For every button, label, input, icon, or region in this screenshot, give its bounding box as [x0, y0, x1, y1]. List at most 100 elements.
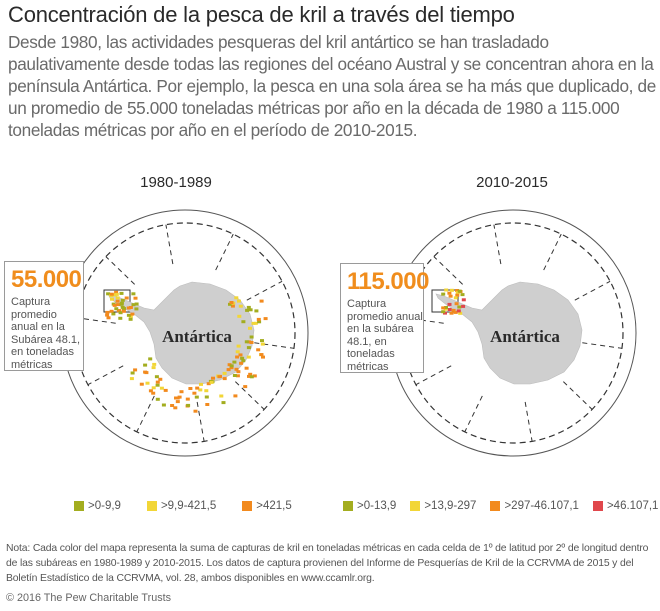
subarea-boundary-line: [136, 395, 155, 433]
catch-cell: [155, 383, 160, 387]
catch-cell: [129, 377, 134, 381]
catch-cell: [251, 321, 256, 325]
catch-cell: [248, 326, 252, 330]
catch-cell: [158, 377, 163, 381]
catch-cell: [131, 303, 136, 307]
catch-cell: [259, 353, 264, 357]
catch-cell: [248, 372, 253, 376]
catch-cell: [256, 348, 261, 352]
catch-cell: [257, 320, 262, 324]
catch-cell: [139, 382, 144, 386]
catch-cell: [161, 403, 166, 407]
catch-cell: [244, 340, 249, 344]
catch-cell: [114, 292, 119, 296]
catch-cell: [449, 311, 454, 315]
subarea-boundary-line: [254, 342, 294, 349]
legend-swatch: [490, 501, 501, 511]
catch-cell: [126, 313, 131, 317]
catch-cell: [455, 289, 460, 292]
catch-cell: [119, 301, 124, 305]
catch-cell: [447, 291, 452, 295]
subarea-boundary-line: [493, 224, 502, 265]
catch-cell: [233, 394, 238, 398]
catch-cell: [119, 291, 124, 295]
catch-cell: [110, 297, 114, 301]
subarea-boundary-line: [524, 401, 533, 442]
callout-2010: 115.000 Captura promedio anual en la sub…: [340, 263, 429, 373]
catch-cell: [260, 342, 265, 346]
catch-cell: [254, 309, 259, 313]
catch-cell: [249, 341, 254, 344]
catch-cell: [192, 391, 197, 395]
antarctica-continent: [435, 281, 583, 385]
catch-cell: [199, 382, 203, 386]
catch-cell: [126, 306, 131, 310]
catch-cell: [155, 380, 160, 384]
catch-cell: [163, 388, 168, 392]
catch-cell: [239, 361, 244, 365]
antarctica-continent: [107, 281, 255, 385]
catch-cell: [444, 288, 449, 292]
catch-cell: [120, 298, 125, 302]
catch-cell: [259, 299, 264, 303]
callout-value: 115.000: [347, 268, 429, 295]
catch-cell: [234, 367, 239, 371]
catch-cell: [447, 308, 452, 311]
catch-cell: [118, 316, 123, 320]
catch-cell: [134, 307, 139, 311]
catch-cell: [217, 375, 222, 379]
catch-cell: [232, 360, 237, 364]
legend-swatch: [343, 501, 353, 511]
catch-cell: [246, 340, 251, 344]
catch-cells: [105, 290, 268, 413]
catch-cell: [461, 304, 466, 308]
catch-cell: [116, 303, 121, 307]
catch-cell: [260, 339, 264, 343]
subarea-boundary-line: [563, 381, 593, 410]
catch-cell: [159, 386, 164, 390]
catch-cell: [194, 395, 199, 399]
catch-cell: [198, 388, 203, 392]
catch-cell: [453, 310, 458, 314]
catch-cell: [249, 335, 254, 339]
callout-description: Captura promedio anual en la Subárea 48.…: [11, 296, 81, 371]
legend-1980: >0-9,9 >9,9-421,5 >421,5: [74, 500, 318, 512]
catch-cell: [109, 309, 114, 313]
antarctica-map-2010: Antártica: [389, 209, 637, 457]
catch-cell: [193, 409, 198, 413]
catch-cell: [228, 302, 232, 306]
subarea-boundary-line: [215, 233, 234, 271]
catch-cell: [232, 374, 237, 377]
legend-2010: >0-13,9 >13,9-297 >297-46.107,1 >46.107,…: [343, 500, 660, 512]
catch-cell: [154, 375, 159, 379]
catch-cell: [115, 299, 120, 303]
catch-cell: [235, 350, 240, 354]
catch-cell: [219, 394, 224, 398]
catch-cell: [185, 397, 190, 401]
subarea-boundary-line: [235, 381, 265, 410]
antarctica-map-1980: Antártica: [61, 209, 309, 457]
legend-item: >9,9-421,5: [146, 500, 216, 512]
catch-cell: [457, 289, 462, 293]
catch-cell: [447, 302, 452, 306]
catch-cell: [234, 296, 239, 300]
legend-swatch: [74, 501, 84, 511]
subarea-boundary-line: [574, 280, 611, 301]
catch-cell: [143, 363, 148, 367]
subarea-boundary-line: [196, 401, 205, 442]
catch-cell: [130, 312, 135, 316]
catch-cell: [130, 371, 135, 375]
catch-cell: [246, 305, 251, 309]
intro-paragraph: Desde 1980, las actividades pesqueras de…: [8, 32, 656, 140]
catch-cell: [106, 316, 111, 320]
catch-cell: [455, 291, 460, 295]
catch-cell: [155, 397, 160, 401]
catch-cell: [441, 310, 446, 314]
catch-cell: [115, 296, 120, 300]
legend-swatch: [242, 501, 253, 511]
catch-cell: [237, 299, 241, 303]
catch-cell: [229, 301, 234, 304]
catch-cell: [152, 362, 157, 366]
catch-cell: [226, 368, 231, 372]
catch-cell: [222, 377, 227, 381]
